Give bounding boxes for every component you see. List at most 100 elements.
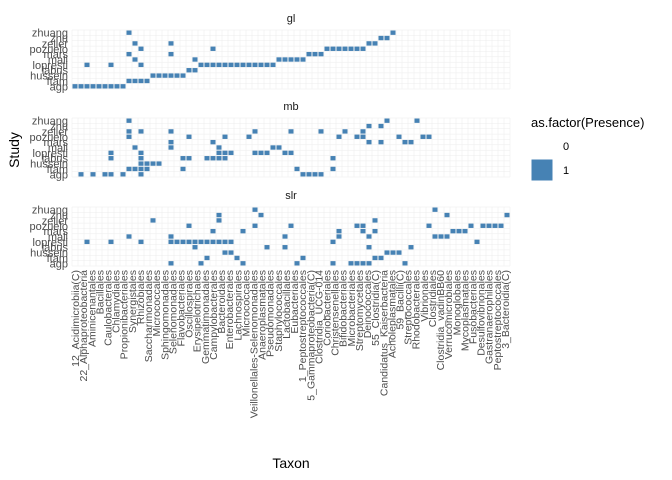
- y-tick-slr-9: zhu: [50, 210, 68, 222]
- legend-key-1: [530, 158, 554, 182]
- x-tick-44: Clostridiales: [427, 270, 439, 327]
- cell-mb-hussein-13: [150, 161, 156, 166]
- y-tick-mb-8: zeller: [42, 126, 69, 138]
- cell-slr-zhang-72: [504, 212, 510, 218]
- cell-mb-zeller-48: [360, 129, 366, 134]
- cell-gl-lopresti-21: [198, 62, 204, 68]
- cell-slr-pozuelo-69: [486, 223, 492, 228]
- x-tick-16: Gemmatimonadales: [200, 270, 212, 364]
- x-tick-53: 3_Bacteroidia(C): [500, 270, 512, 349]
- cell-mb-mars-16: [168, 145, 174, 150]
- cell-slr-mars-35: [282, 234, 288, 239]
- cell-slr-mali-64: [456, 228, 462, 234]
- cell-gl-agp-6: [108, 84, 114, 89]
- cell-gl-hussein-18: [180, 73, 186, 78]
- x-tick-41: Streptococcales: [403, 270, 415, 345]
- cell-mb-hussein-11: [138, 161, 144, 166]
- y-tick-slr-4: lopresti: [33, 237, 68, 249]
- y-tick-mb-6: mars: [44, 137, 69, 149]
- cell-mb-mars-34: [276, 145, 282, 150]
- cell-gl-mars-37: [294, 57, 300, 62]
- cell-gl-agp-3: [90, 84, 96, 89]
- y-tick-mb-1: ftam: [47, 164, 68, 176]
- cell-slr-lopresti-17: [174, 239, 180, 245]
- y-tick-mb-3: labus: [42, 153, 69, 165]
- cell-gl-flat-11: [138, 78, 144, 84]
- cell-gl-mars-35: [282, 57, 288, 62]
- cell-gl-pozuelo-42: [324, 46, 330, 51]
- y-tick-gl-7: pozuelo: [29, 44, 68, 56]
- cell-slr-lopresti-23: [210, 239, 216, 245]
- cell-mb-agp-1: [78, 172, 84, 177]
- cell-gl-agp-7: [114, 84, 120, 89]
- x-tick-20: Lachnospirales: [232, 270, 244, 341]
- cell-mb-hussein-12: [144, 161, 150, 166]
- cell-mb-lopresti-25: [222, 150, 228, 156]
- cell-mb-mali-51: [378, 139, 384, 145]
- cell-mb-agp-5: [102, 172, 108, 177]
- cell-slr-pozuelo-66: [468, 223, 474, 228]
- cell-gl-pozuelo-45: [342, 46, 348, 51]
- cell-gl-lopresti-25: [222, 62, 228, 68]
- cell-gl-lopresti-26: [228, 62, 234, 68]
- cell-mb-lopresti-35: [282, 150, 288, 156]
- y-tick-slr-2: hussein: [30, 248, 68, 260]
- cell-mb-labus-23: [210, 156, 216, 161]
- cell-slr-zhang-24: [216, 212, 222, 218]
- cell-slr-mali-28: [240, 228, 246, 234]
- cell-mb-lopresti-26: [228, 150, 234, 156]
- cell-slr-mali-50: [372, 228, 378, 234]
- cell-slr-hussein-25: [222, 250, 228, 255]
- cell-slr-lopresti-26: [228, 239, 234, 245]
- x-tick-8: Rhizobiales: [135, 270, 147, 324]
- cell-mb-pozuelo-29: [246, 134, 252, 139]
- cell-gl-hussein-13: [150, 73, 156, 78]
- x-tick-28: 1_Peptostreptococcales: [297, 270, 309, 382]
- cell-mb-lopresti-31: [258, 150, 264, 156]
- x-tick-32: Christensenellales: [330, 270, 342, 356]
- cell-slr-pozuelo-70: [492, 223, 498, 228]
- x-tick-29: 5_Gammaproteobacteria(C): [305, 270, 317, 401]
- cell-slr-labus-32: [264, 245, 270, 250]
- x-tick-14: Oscillospirales: [184, 270, 196, 338]
- y-tick-slr-0: agp: [50, 258, 68, 270]
- y-tick-mb-9: zhu: [50, 121, 68, 133]
- cell-gl-agp-2: [84, 84, 90, 89]
- cell-slr-lopresti-25: [222, 239, 228, 245]
- cell-gl-zhuang-53: [390, 30, 396, 35]
- cell-slr-agp-37: [294, 261, 300, 266]
- x-tick-35: Streptomycetales: [354, 270, 366, 351]
- x-tick-3: Bacillales: [94, 270, 106, 314]
- x-axis-title: Taxon: [272, 455, 309, 471]
- x-tick-4: Caulobacterales: [103, 270, 115, 346]
- x-tick-19: Enterobacterales: [224, 270, 236, 349]
- legend-key-0: [530, 134, 554, 158]
- cell-mb-agp-6: [108, 172, 114, 177]
- panel-gl: gl agpftamhusseinlabusloprestimalimarspoz…: [29, 13, 511, 93]
- cell-slr-labus-49: [366, 245, 372, 250]
- cell-mb-labus-24: [216, 156, 222, 161]
- cell-mb-agp-3: [90, 172, 96, 177]
- cell-gl-agp-8: [120, 84, 126, 89]
- y-tick-gl-1: ftam: [47, 76, 68, 88]
- cell-mb-labus-6: [108, 156, 114, 161]
- cell-mb-lopresti-30: [252, 150, 258, 156]
- cell-gl-lopresti-31: [258, 62, 264, 68]
- cell-slr-lopresti-6: [108, 239, 114, 245]
- cell-slr-agp-49: [366, 261, 372, 266]
- x-tick-5: Chlamydiales: [111, 270, 123, 333]
- cell-gl-flat-12: [144, 78, 150, 84]
- x-tick-52: Peptostreptococcales: [492, 270, 504, 370]
- cell-slr-hussein-53: [390, 250, 396, 255]
- cell-mb-zeller-16: [168, 129, 174, 134]
- x-tick-10: Micrococcales: [151, 270, 163, 337]
- cell-slr-lopresti-18: [180, 239, 186, 245]
- cell-gl-zhuang-9: [126, 30, 132, 35]
- x-tick-1: 22_Alphaproteobacteria: [78, 270, 90, 382]
- cell-mb-pozuelo-59: [426, 134, 432, 139]
- cell-mb-pozuelo-54: [396, 134, 402, 139]
- y-tick-slr-1: ftam: [47, 253, 68, 265]
- x-tick-33: Bifidobacteriales: [338, 270, 350, 347]
- cell-slr-agp-28: [240, 261, 246, 266]
